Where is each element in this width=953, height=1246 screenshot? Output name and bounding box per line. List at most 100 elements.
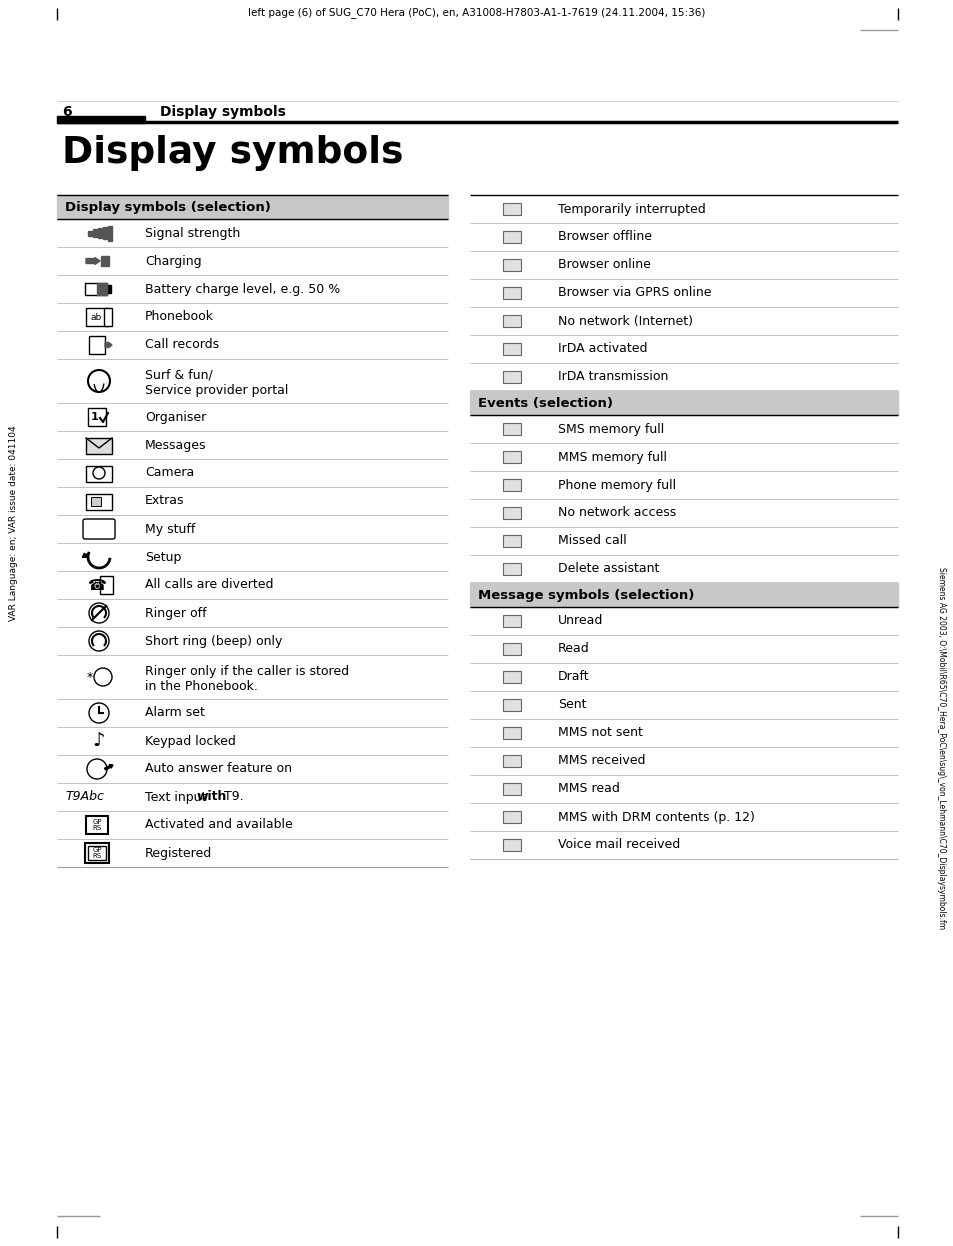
Text: in the Phonebook.: in the Phonebook. bbox=[145, 680, 257, 693]
Text: left page (6) of SUG_C70 Hera (PoC), en, A31008-H7803-A1-1-7619 (24.11.2004, 15:: left page (6) of SUG_C70 Hera (PoC), en,… bbox=[248, 7, 705, 17]
Bar bbox=[100, 576, 112, 594]
Text: ☎: ☎ bbox=[88, 577, 107, 593]
Bar bbox=[502, 315, 520, 328]
Circle shape bbox=[94, 668, 112, 687]
Text: Charging: Charging bbox=[145, 254, 201, 268]
Bar bbox=[502, 670, 520, 683]
Bar bbox=[101, 255, 109, 265]
Text: Voice mail received: Voice mail received bbox=[558, 839, 679, 851]
Text: MMS not sent: MMS not sent bbox=[558, 726, 642, 739]
Text: 1: 1 bbox=[91, 412, 99, 422]
Text: VAR Language: en; VAR issue date: 041104: VAR Language: en; VAR issue date: 041104 bbox=[10, 425, 18, 622]
Text: Temporarily interrupted: Temporarily interrupted bbox=[558, 203, 705, 216]
Bar bbox=[502, 755, 520, 768]
FancyArrow shape bbox=[105, 765, 112, 770]
Text: IrDA activated: IrDA activated bbox=[558, 343, 647, 355]
Text: Browser online: Browser online bbox=[558, 258, 650, 272]
Text: Unread: Unread bbox=[558, 614, 602, 628]
Text: 6: 6 bbox=[62, 105, 71, 120]
Text: Missed call: Missed call bbox=[558, 535, 626, 547]
Text: Camera: Camera bbox=[145, 466, 194, 480]
Text: Events (selection): Events (selection) bbox=[477, 396, 613, 410]
Bar bbox=[92, 229, 97, 237]
FancyArrow shape bbox=[86, 258, 100, 264]
Text: Service provider portal: Service provider portal bbox=[145, 384, 288, 397]
Bar bbox=[502, 287, 520, 299]
Bar bbox=[98, 228, 102, 238]
Text: Display symbols: Display symbols bbox=[160, 105, 286, 120]
Bar bbox=[502, 231, 520, 243]
Text: Alarm set: Alarm set bbox=[145, 706, 205, 719]
Bar bbox=[104, 308, 112, 326]
Bar bbox=[502, 203, 520, 216]
Text: Organiser: Organiser bbox=[145, 410, 206, 424]
Text: Delete assistant: Delete assistant bbox=[558, 562, 659, 576]
Bar bbox=[88, 407, 106, 426]
Bar bbox=[502, 563, 520, 576]
Text: Sent: Sent bbox=[558, 699, 586, 711]
Text: MMS received: MMS received bbox=[558, 755, 645, 768]
Bar bbox=[89, 336, 105, 354]
Bar bbox=[86, 439, 112, 454]
Bar bbox=[502, 535, 520, 547]
Text: Ringer only if the caller is stored: Ringer only if the caller is stored bbox=[145, 665, 349, 678]
Bar bbox=[88, 846, 106, 860]
Bar bbox=[502, 699, 520, 711]
Bar bbox=[85, 844, 109, 863]
Text: with: with bbox=[196, 790, 227, 804]
Bar bbox=[502, 371, 520, 384]
Text: Battery charge level, e.g. 50 %: Battery charge level, e.g. 50 % bbox=[145, 283, 340, 295]
Bar bbox=[86, 816, 108, 834]
Circle shape bbox=[89, 603, 109, 623]
Bar bbox=[86, 466, 112, 482]
Bar bbox=[86, 493, 112, 510]
Bar bbox=[107, 285, 111, 293]
Text: MMS read: MMS read bbox=[558, 782, 619, 795]
Bar bbox=[502, 478, 520, 491]
Bar bbox=[502, 643, 520, 655]
Text: Phonebook: Phonebook bbox=[145, 310, 213, 324]
Text: *: * bbox=[87, 670, 93, 684]
FancyArrow shape bbox=[105, 341, 112, 348]
Text: Phone memory full: Phone memory full bbox=[558, 478, 676, 491]
Circle shape bbox=[89, 630, 109, 650]
Bar bbox=[57, 116, 145, 123]
Bar bbox=[85, 283, 107, 295]
Bar bbox=[88, 231, 91, 235]
FancyArrow shape bbox=[82, 553, 89, 557]
Text: Read: Read bbox=[558, 643, 589, 655]
Text: T9.: T9. bbox=[220, 790, 243, 804]
Bar bbox=[108, 226, 112, 240]
FancyBboxPatch shape bbox=[83, 520, 115, 540]
Text: IrDA transmission: IrDA transmission bbox=[558, 370, 668, 384]
Bar bbox=[502, 259, 520, 272]
Bar bbox=[470, 391, 897, 415]
Bar bbox=[502, 726, 520, 739]
Circle shape bbox=[89, 703, 109, 723]
Text: Registered: Registered bbox=[145, 846, 212, 860]
Text: ab: ab bbox=[91, 313, 102, 321]
Text: Auto answer feature on: Auto answer feature on bbox=[145, 763, 292, 775]
Text: Browser offline: Browser offline bbox=[558, 231, 651, 243]
Bar bbox=[502, 507, 520, 520]
Text: Keypad locked: Keypad locked bbox=[145, 734, 235, 748]
Bar bbox=[103, 227, 107, 239]
Text: MMS with DRM contents (p. 12): MMS with DRM contents (p. 12) bbox=[558, 810, 754, 824]
Bar bbox=[86, 308, 108, 326]
Bar bbox=[502, 811, 520, 824]
Text: Ringer off: Ringer off bbox=[145, 607, 207, 619]
Text: Message symbols (selection): Message symbols (selection) bbox=[477, 588, 694, 602]
Circle shape bbox=[87, 759, 107, 779]
Text: Browser via GPRS online: Browser via GPRS online bbox=[558, 287, 711, 299]
Text: Signal strength: Signal strength bbox=[145, 227, 240, 239]
Text: Draft: Draft bbox=[558, 670, 589, 684]
Text: No network (Internet): No network (Internet) bbox=[558, 314, 692, 328]
Bar bbox=[470, 583, 897, 607]
Bar bbox=[502, 451, 520, 464]
Text: No network access: No network access bbox=[558, 507, 676, 520]
Text: Activated and available: Activated and available bbox=[145, 819, 293, 831]
Text: Call records: Call records bbox=[145, 339, 219, 351]
Text: Extras: Extras bbox=[145, 495, 184, 507]
Text: Short ring (beep) only: Short ring (beep) only bbox=[145, 634, 282, 648]
Bar bbox=[502, 422, 520, 435]
